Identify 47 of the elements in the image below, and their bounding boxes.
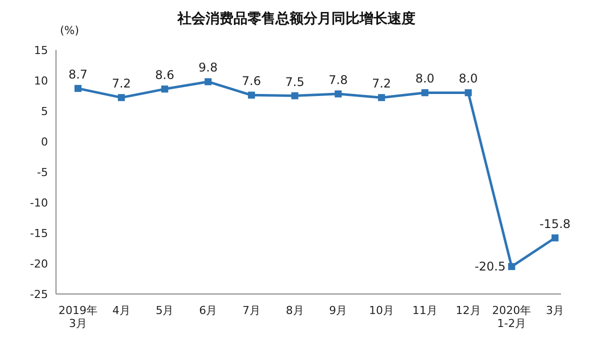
point xyxy=(74,84,82,92)
y-tick-label: 5 xyxy=(41,104,48,118)
x-tick-label: 3月 xyxy=(546,304,564,317)
y-tick-label: 10 xyxy=(34,74,48,88)
y-axis-title: (%) xyxy=(60,24,80,37)
data-label: 8.0 xyxy=(415,72,434,86)
point xyxy=(552,234,558,242)
y-tick-label: -10 xyxy=(30,196,48,210)
x-tick-label: 8月 xyxy=(286,304,304,317)
x-tick-label: 4月 xyxy=(112,304,130,317)
data-label: 7.5 xyxy=(285,74,304,89)
data-label: 8.6 xyxy=(155,68,174,82)
data-label: -15.8 xyxy=(539,216,571,231)
y-tick-label: -5 xyxy=(37,166,48,179)
x-tick-label: 2019年 3月 xyxy=(58,304,98,330)
data-label: 7.6 xyxy=(242,74,261,88)
point xyxy=(291,92,298,100)
data-label: 9.8 xyxy=(198,60,218,75)
point xyxy=(248,92,255,99)
x-tick-label: 10月 xyxy=(369,304,394,317)
x-tick-label: 6月 xyxy=(199,304,218,317)
point xyxy=(421,89,428,96)
data-label: -20.5 xyxy=(474,260,506,274)
point xyxy=(204,78,212,86)
y-tick-label: -20 xyxy=(30,257,48,270)
x-tick-label: 9月 xyxy=(329,304,348,317)
point xyxy=(378,94,386,102)
y-tick-label: 0 xyxy=(41,135,48,148)
data-label: 8.0 xyxy=(458,72,478,86)
data-label: 7.8 xyxy=(328,72,348,87)
y-tick-label: -15 xyxy=(30,226,48,240)
y-tick-label: -25 xyxy=(30,288,48,301)
data-label: 7.2 xyxy=(372,76,392,91)
point xyxy=(508,263,516,270)
data-label: 8.7 xyxy=(68,67,88,82)
data-label: 7.2 xyxy=(112,76,131,91)
x-tick-label: 2020年 1-2月 xyxy=(492,304,532,330)
x-tick-label: 7月 xyxy=(242,304,260,317)
chart-title: 社会消费品零售总额分月同比增长速度 xyxy=(178,11,416,27)
x-tick-label: 11月 xyxy=(412,304,438,317)
point xyxy=(464,89,472,96)
point xyxy=(161,86,168,93)
x-tick-label: 5月 xyxy=(156,304,174,317)
point xyxy=(334,90,342,98)
y-tick-label: 15 xyxy=(34,44,48,57)
point xyxy=(118,94,125,102)
x-tick-label: 12月 xyxy=(456,304,481,317)
